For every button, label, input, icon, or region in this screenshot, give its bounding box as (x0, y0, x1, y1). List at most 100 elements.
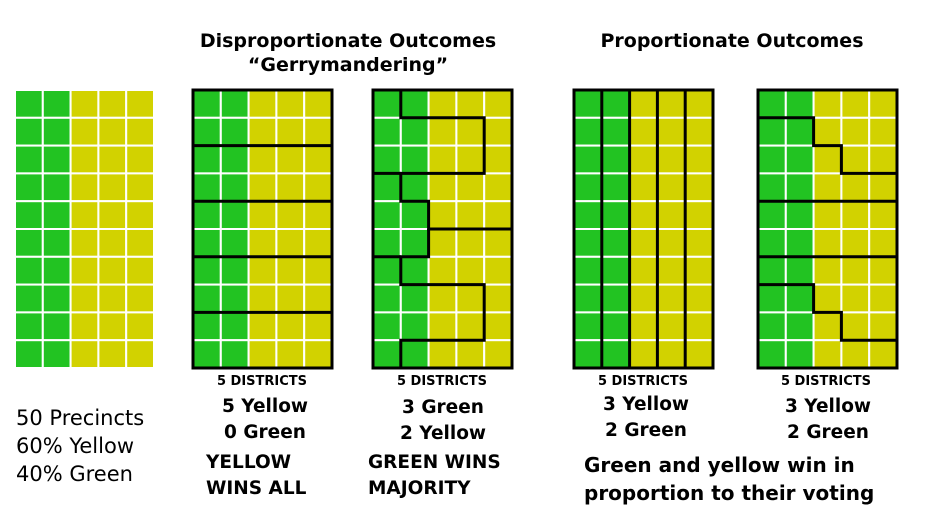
precinct-cell (628, 283, 659, 314)
precinct-cell (600, 144, 631, 175)
precinct-cell (600, 283, 631, 314)
precinct-cell (41, 255, 72, 286)
precinct-cell (14, 200, 44, 230)
precinct-cell (372, 228, 402, 258)
precinct-cell (192, 116, 222, 147)
precinct-cell (455, 200, 486, 230)
precinct-cell (628, 339, 659, 370)
precinct-cell (684, 283, 715, 314)
map3-districts-label: 5 DISTRICTS (597, 374, 689, 389)
precinct-cell (41, 172, 72, 203)
precinct-cell (41, 311, 72, 342)
precinct-cell (656, 228, 687, 258)
precinct-cell (303, 228, 334, 258)
precinct-cell (784, 311, 815, 342)
precinct-cell (757, 89, 787, 119)
precinct-cell (573, 255, 603, 286)
map1-precinct-cells (192, 89, 334, 370)
precinct-cell (757, 255, 787, 286)
precinct-cell (372, 283, 402, 314)
precinct-cell (784, 172, 815, 203)
precinct-cell (275, 116, 306, 147)
precinct-cell (275, 339, 306, 370)
precinct-cell (600, 172, 631, 203)
precinct-cell (303, 172, 334, 203)
precinct-cell (628, 89, 659, 119)
precinct-cell (868, 255, 899, 286)
precinct-cell (192, 339, 222, 370)
precinct-cell (192, 200, 222, 230)
precinct-cell (41, 116, 72, 147)
precinct-cell (247, 144, 278, 175)
precinct-cell (573, 311, 603, 342)
precinct-cell (684, 116, 715, 147)
precinct-cell (455, 228, 486, 258)
precinct-cell (840, 311, 871, 342)
map2-summary: GREEN WINS MAJORITY (368, 450, 501, 502)
precinct-cell (812, 116, 843, 147)
precinct-cell (483, 89, 514, 119)
precinct-cell (275, 255, 306, 286)
precinct-cell (628, 200, 659, 230)
precinct-cell (812, 200, 843, 230)
precinct-cell (427, 89, 458, 119)
precinct-cell (684, 339, 715, 370)
precinct-cell (192, 144, 222, 175)
precinct-cell (628, 228, 659, 258)
precinct-cell (247, 200, 278, 230)
precinct-cell (372, 172, 402, 203)
precinct-cell (69, 255, 100, 286)
precinct-cell (41, 228, 72, 258)
precinct-cell (656, 255, 687, 286)
precinct-cell (656, 339, 687, 370)
precinct-cell (600, 255, 631, 286)
precinct-cell (372, 144, 402, 175)
precinct-cell (41, 144, 72, 175)
precinct-cell (97, 116, 128, 147)
precinct-cell (427, 228, 458, 258)
precinct-cell (97, 89, 128, 119)
map2-result-line1: 3 Green (402, 397, 484, 418)
precinct-yellow-share: 60% Yellow (16, 434, 135, 458)
precinct-cell (427, 283, 458, 314)
precinct-cell (97, 311, 128, 342)
precinct-cell (483, 172, 514, 203)
precinct-cell (97, 283, 128, 314)
precinct-cell (684, 228, 715, 258)
map4-districts-label: 5 DISTRICTS (780, 374, 872, 389)
precinct-cell (684, 89, 715, 119)
precinct-cell (656, 283, 687, 314)
precinct-cell (192, 172, 222, 203)
precinct-cell (483, 228, 514, 258)
precinct-cell (275, 311, 306, 342)
precinct-cell (275, 283, 306, 314)
precinct-map-precinct-cells (14, 89, 155, 370)
precinct-cell (840, 339, 871, 370)
precinct-cell (812, 228, 843, 258)
precinct-cell (69, 228, 100, 258)
precinct-cell (125, 89, 155, 119)
precinct-cell (868, 200, 899, 230)
precinct-cell (840, 283, 871, 314)
precinct-cell (219, 283, 250, 314)
precinct-cell (784, 89, 815, 119)
map3-outer-border (572, 88, 715, 370)
precinct-cell (219, 255, 250, 286)
precinct-cell (483, 339, 514, 370)
precinct-cell (372, 89, 402, 119)
precinct-cell (757, 339, 787, 370)
map4-district-boundary-1 (758, 116, 897, 175)
precinct-cell (125, 116, 155, 147)
precinct-cell (812, 283, 843, 314)
precinct-cell (14, 116, 44, 147)
precinct-cell (69, 200, 100, 230)
precinct-cell (275, 200, 306, 230)
precinct-cell (97, 144, 128, 175)
disproportionate-heading-line1: Disproportionate Outcomes (199, 30, 497, 52)
precinct-cell (125, 228, 155, 258)
map1-districts-label: 5 DISTRICTS (216, 374, 308, 389)
precinct-cell (372, 311, 402, 342)
precinct-cell (125, 200, 155, 230)
map2-summary-line1: GREEN WINS (368, 452, 501, 473)
precinct-cell (483, 255, 514, 286)
